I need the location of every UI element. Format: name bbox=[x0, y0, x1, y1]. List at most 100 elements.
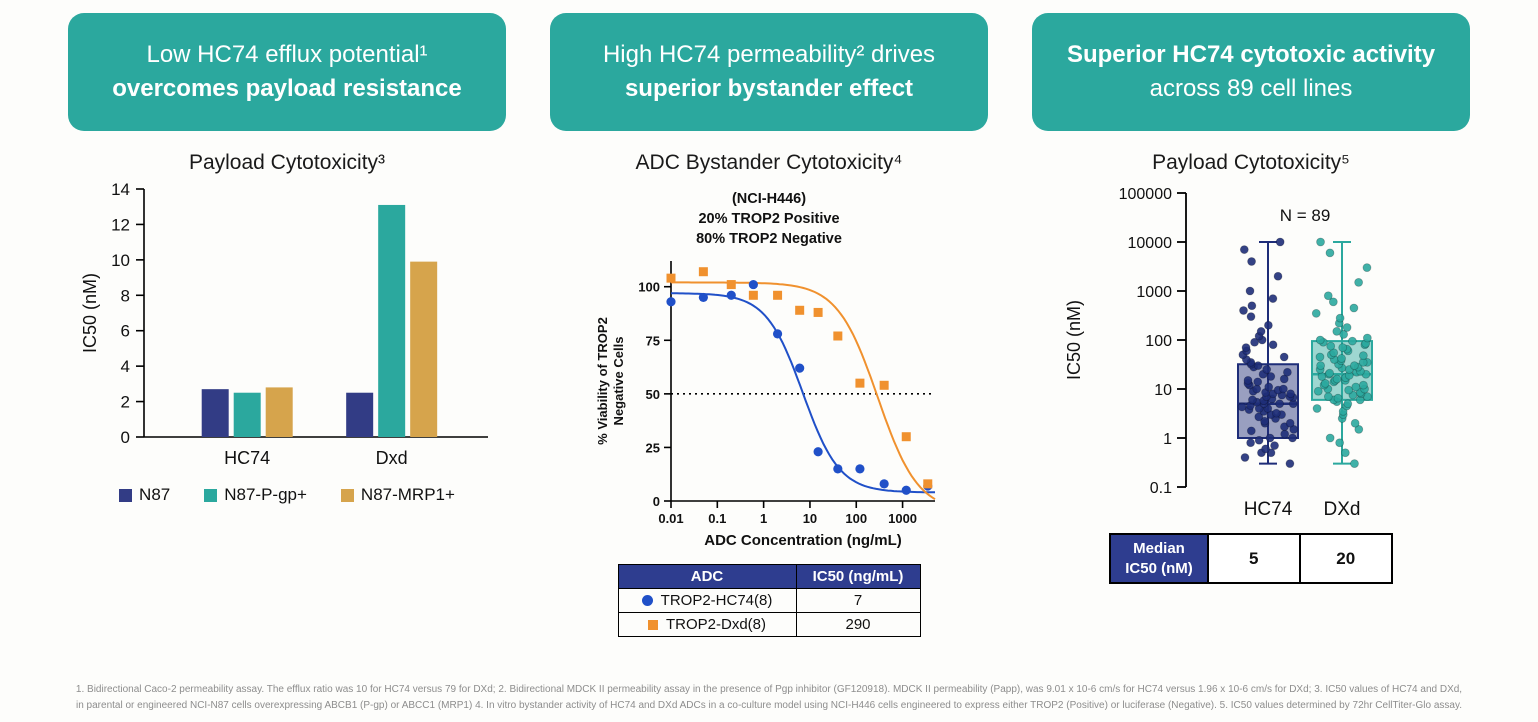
data-point bbox=[1332, 326, 1342, 336]
data-point bbox=[1316, 237, 1325, 247]
data-point bbox=[1311, 308, 1321, 318]
data-point bbox=[748, 279, 758, 290]
data-point bbox=[1344, 385, 1354, 395]
data-point bbox=[1315, 335, 1325, 345]
y-tick-label: 6 bbox=[121, 322, 130, 341]
median-label: Median bbox=[1133, 540, 1185, 557]
data-point bbox=[666, 297, 676, 307]
data-point bbox=[1332, 374, 1342, 384]
adc-name-cell: TROP2-Dxd(8) bbox=[627, 616, 788, 633]
y-tick-label: 25 bbox=[646, 440, 660, 455]
data-point bbox=[1351, 382, 1361, 392]
data-point bbox=[748, 290, 758, 300]
data-point bbox=[1342, 323, 1352, 332]
data-point bbox=[1325, 248, 1335, 258]
panels-container: Low HC74 efflux potential¹ overcomes pay… bbox=[68, 13, 1470, 637]
data-point bbox=[1340, 448, 1350, 458]
data-point bbox=[1338, 343, 1348, 352]
data-point bbox=[855, 464, 865, 474]
data-point bbox=[1362, 333, 1372, 343]
x-tick-label: 0.1 bbox=[708, 511, 726, 526]
data-point bbox=[855, 378, 865, 388]
bar-chart: 0 2 4 6 8 10 12 14 HC74 Dxd IC50 (nM) bbox=[80, 180, 488, 468]
data-point bbox=[1282, 367, 1292, 377]
data-point bbox=[1275, 237, 1285, 247]
data-point bbox=[795, 363, 805, 373]
bar-chart-title: Payload Cytotoxicity³ bbox=[188, 151, 386, 174]
data-point bbox=[1285, 459, 1295, 469]
y-tick-label: 100 bbox=[638, 280, 660, 295]
data-point bbox=[923, 479, 933, 489]
data-point bbox=[1343, 399, 1353, 409]
subtitle-line: 20% TROP2 Positive bbox=[698, 211, 840, 227]
data-point bbox=[1263, 320, 1273, 330]
data-point bbox=[1261, 444, 1270, 454]
x-category-label: HC74 bbox=[1244, 499, 1293, 520]
bar bbox=[265, 387, 293, 437]
adc-name: TROP2-Dxd(8) bbox=[665, 616, 766, 633]
y-tick-label: 12 bbox=[111, 215, 130, 234]
bar bbox=[378, 204, 406, 437]
data-point bbox=[1260, 416, 1269, 426]
median-table: Median IC50 (nM) 5 20 bbox=[1109, 533, 1393, 584]
data-point bbox=[1325, 368, 1335, 378]
data-point bbox=[1264, 382, 1274, 392]
data-point bbox=[1289, 424, 1299, 434]
y-tick-label: 1 bbox=[1163, 431, 1172, 448]
data-point bbox=[1313, 386, 1323, 396]
x-category-label: Dxd bbox=[376, 448, 408, 468]
x-tick-label: 1 bbox=[760, 511, 767, 526]
median-label-cell: Median IC50 (nM) bbox=[1109, 533, 1209, 584]
data-point bbox=[1268, 294, 1278, 303]
data-point bbox=[901, 432, 911, 442]
y-axis-label: % Viability of TROP2Negative Cells bbox=[595, 317, 626, 445]
panel-header-cytotoxicity: Superior HC74 cytotoxic activity across … bbox=[1032, 13, 1470, 131]
bar bbox=[410, 261, 438, 437]
data-point bbox=[1358, 351, 1368, 361]
data-point bbox=[1273, 271, 1283, 281]
data-point bbox=[1323, 291, 1333, 301]
header-line-bold: superior bystander effect bbox=[624, 75, 914, 102]
data-point bbox=[1245, 286, 1255, 296]
data-point bbox=[1243, 375, 1253, 385]
data-point bbox=[772, 329, 783, 339]
data-point bbox=[726, 290, 736, 300]
data-point bbox=[1266, 372, 1276, 381]
y-tick-label: 4 bbox=[121, 357, 130, 376]
y-tick-label: 2 bbox=[121, 393, 130, 412]
x-tick-label: 0.01 bbox=[658, 511, 683, 526]
x-category-label: DXd bbox=[1324, 499, 1361, 520]
data-point bbox=[1250, 337, 1259, 347]
data-point bbox=[1239, 245, 1249, 254]
x-category-label: HC74 bbox=[224, 448, 270, 468]
data-point bbox=[1253, 361, 1263, 371]
data-point bbox=[1279, 374, 1289, 384]
data-point bbox=[1315, 352, 1325, 362]
y-axis-label: IC50 (nM) bbox=[80, 273, 100, 353]
data-point bbox=[1275, 399, 1285, 409]
legend-label: N87 bbox=[139, 485, 171, 504]
data-point bbox=[833, 331, 843, 341]
panel-header-bystander: High HC74 permeability² drives superior … bbox=[550, 13, 988, 131]
data-point bbox=[901, 485, 911, 495]
data-point bbox=[1288, 433, 1297, 443]
legend-swatch-icon bbox=[204, 488, 218, 502]
data-point bbox=[1325, 433, 1335, 443]
legend-item: N87-MRP1+ bbox=[340, 485, 455, 505]
data-point bbox=[1350, 459, 1359, 469]
data-point bbox=[813, 307, 823, 317]
data-point bbox=[1328, 297, 1338, 307]
median-table-row: Median IC50 (nM) 5 20 bbox=[1109, 533, 1393, 584]
header-text: High HC74 permeability² drives superior … bbox=[576, 38, 962, 105]
header-line-normal: Low HC74 efflux potential¹ bbox=[146, 41, 428, 69]
median-value-hc74: 5 bbox=[1206, 533, 1301, 584]
data-point bbox=[1278, 384, 1288, 394]
data-point bbox=[1268, 340, 1278, 350]
y-tick-label: 10 bbox=[111, 251, 130, 270]
panel-bystander: High HC74 permeability² drives superior … bbox=[550, 13, 988, 637]
x-tick-label: 10 bbox=[803, 511, 817, 526]
adc-name-cell: TROP2-HC74(8) bbox=[627, 592, 788, 609]
y-tick-label: 14 bbox=[111, 180, 130, 199]
n-annotation: N = 89 bbox=[1280, 206, 1331, 225]
fit-curve bbox=[671, 292, 935, 494]
